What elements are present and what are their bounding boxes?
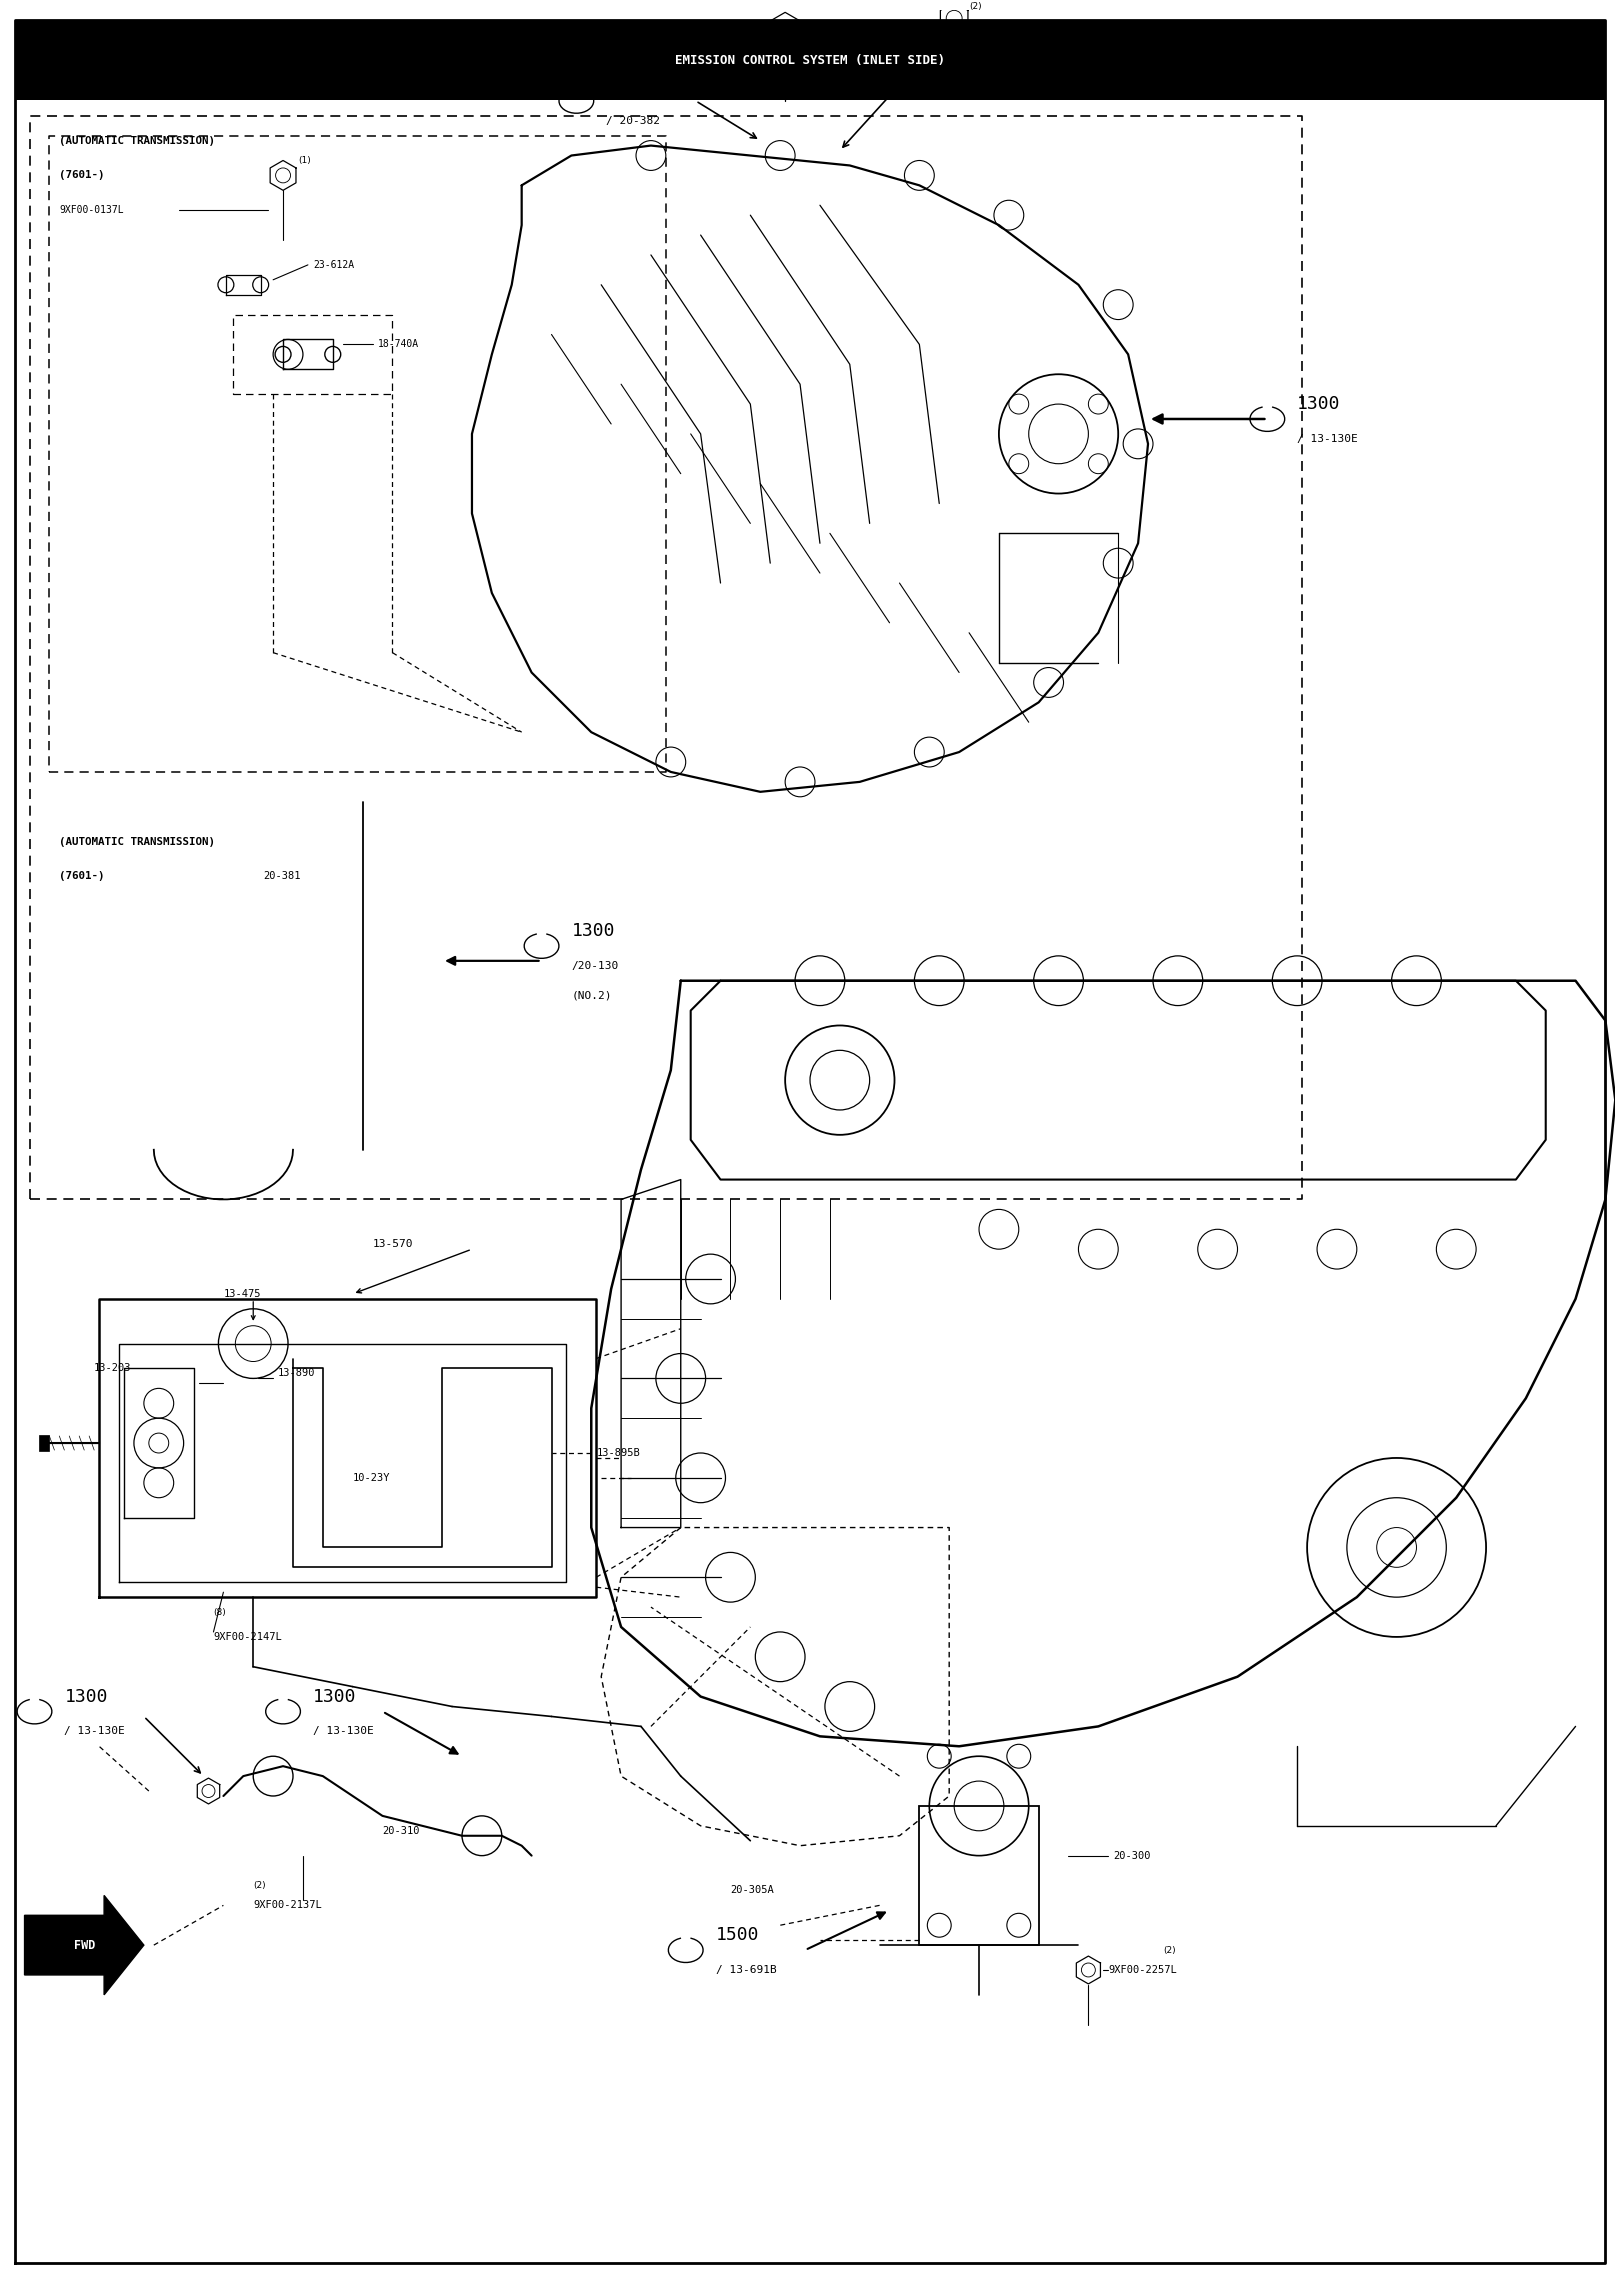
Text: / 13-130E: / 13-130E [313,1727,374,1737]
Text: 13-890: 13-890 [279,1368,316,1379]
Text: FWD: FWD [73,1939,96,1951]
Bar [39,1436,50,1452]
Text: 13-570: 13-570 [373,1238,413,1250]
Text: 9XF00-0137L: 9XF00-0137L [969,32,1038,41]
Text: 1300: 1300 [572,922,616,940]
Text: 1300: 1300 [313,1687,356,1705]
Text: 13-895B: 13-895B [596,1448,640,1459]
Text: /20-130: /20-130 [572,960,619,972]
Text: / 13-130E: / 13-130E [1298,435,1358,444]
Text: 20-310: 20-310 [382,1825,420,1837]
Polygon shape [24,1896,144,1994]
Text: 13-203: 13-203 [94,1363,131,1372]
Text: 20-305A: 20-305A [731,1885,774,1896]
Text: / 13-130E: / 13-130E [65,1727,125,1737]
Text: (AUTOMATIC TRANSMISSION): (AUTOMATIC TRANSMISSION) [60,137,215,146]
Text: EMISSION CONTROL SYSTEM (INLET SIDE): EMISSION CONTROL SYSTEM (INLET SIDE) [676,55,944,66]
Text: 1300: 1300 [606,77,650,96]
Text: (NO.2): (NO.2) [572,990,612,1001]
Text: / 20-382: / 20-382 [606,116,661,125]
Text: (2): (2) [969,2,982,11]
Text: 1500: 1500 [716,1925,760,1944]
Bar [920,1805,1038,1946]
Text: (7601-): (7601-) [60,171,105,180]
Text: 1300: 1300 [1298,396,1341,412]
Text: (2): (2) [253,1880,266,1889]
Text: 23-612A: 23-612A [829,32,873,41]
Text: (AUTOMATIC TRANSMISSION): (AUTOMATIC TRANSMISSION) [60,838,215,847]
Text: 20-300: 20-300 [1113,1850,1150,1862]
Text: 18-740A: 18-740A [969,66,1012,75]
Bar [15,20,1605,100]
Text: 18-740A: 18-740A [377,339,418,351]
Text: 9XF00-2257L: 9XF00-2257L [1108,1964,1178,1976]
Text: 23-612A: 23-612A [313,259,355,271]
Text: 9XF00-2137L: 9XF00-2137L [253,1900,322,1910]
Text: (8): (8) [214,1607,227,1616]
Text: 9XF00-0137L: 9XF00-0137L [60,205,125,216]
Text: / 13-691B: / 13-691B [716,1964,776,1976]
Text: 13-475: 13-475 [224,1288,261,1300]
Text: 20-381: 20-381 [262,872,301,881]
Text: (2): (2) [1163,1946,1176,1955]
Text: (1): (1) [298,157,311,164]
Text: 10-23Y: 10-23Y [353,1473,390,1484]
Text: 9XF00-2147L: 9XF00-2147L [214,1632,282,1641]
Text: 1300: 1300 [65,1687,109,1705]
Text: (7601-): (7601-) [60,872,105,881]
